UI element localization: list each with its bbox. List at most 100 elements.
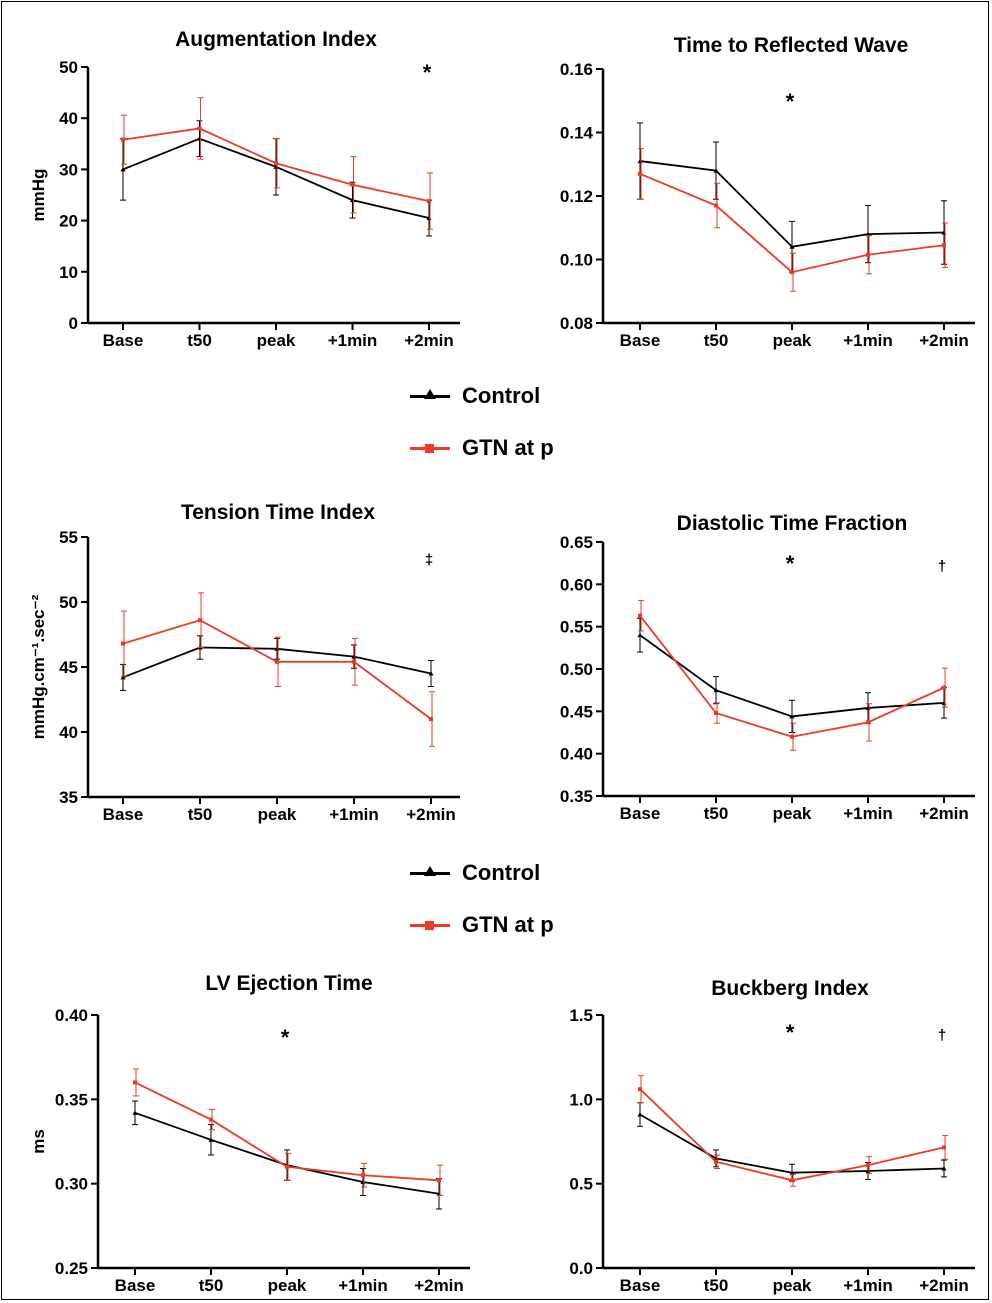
significance-marker: ‡ xyxy=(425,552,433,569)
significance-marker: † xyxy=(938,558,946,575)
y-tick-label: 0.0 xyxy=(569,1259,593,1278)
y-tick-label: 0.30 xyxy=(55,1175,88,1194)
x-tick-label: t50 xyxy=(188,805,213,824)
x-tick-label: peak xyxy=(257,331,296,350)
data-point xyxy=(714,203,718,208)
chart-panel-4: Diastolic Time Fraction 0.35 0.40 0.45 0.50 0… xyxy=(560,512,975,823)
data-point xyxy=(361,1173,365,1178)
data-point xyxy=(132,1110,138,1115)
y-tick-label: 1.5 xyxy=(569,1006,593,1025)
significance-marker: * xyxy=(786,1020,795,1045)
data-point xyxy=(714,711,718,716)
data-point xyxy=(133,1080,137,1085)
x-tick-label: +1min xyxy=(843,1276,893,1295)
y-tick-label: 20 xyxy=(59,212,78,231)
legend-gtn-line-icon xyxy=(410,920,450,930)
series-control xyxy=(637,1102,947,1182)
y-tick-label: 0.60 xyxy=(560,575,593,594)
data-point xyxy=(865,231,871,237)
data-point xyxy=(941,1165,947,1171)
series-gtn xyxy=(638,147,948,292)
x-tick-label: peak xyxy=(773,331,812,350)
x-tick-label: Base xyxy=(115,1276,156,1295)
data-point xyxy=(350,182,355,187)
square-marker-icon xyxy=(425,443,434,453)
data-point xyxy=(714,1159,718,1164)
data-point xyxy=(285,1164,289,1169)
x-tick-label: Base xyxy=(103,331,144,350)
chart-panel-3: Tension Time Index 35 40 45 50 55 Base t50 peak +… xyxy=(29,501,460,824)
y-tick-label: 30 xyxy=(59,160,78,179)
y-tick-label: 0.25 xyxy=(55,1259,88,1278)
x-tick-label: +2min xyxy=(406,805,456,824)
series-control xyxy=(637,617,947,733)
data-point xyxy=(121,641,125,646)
y-tick-label: 0.50 xyxy=(560,660,593,679)
x-tick-label: Base xyxy=(620,331,661,350)
chart-panel-2: Time to Reflected Wave 0.08 0.10 0.12 0.14 0.… xyxy=(0,34,975,350)
y-tick-label: 0.40 xyxy=(560,745,593,764)
data-point xyxy=(275,659,279,664)
y-axis-label: ms xyxy=(0,184,4,209)
x-tick-label: +1min xyxy=(328,331,378,350)
data-point xyxy=(789,713,795,719)
y-tick-label: 0.12 xyxy=(560,187,593,206)
x-tick-label: +2min xyxy=(919,804,969,823)
y-tick-label: 0.35 xyxy=(560,787,593,806)
significance-marker: † xyxy=(938,1027,946,1044)
data-point xyxy=(942,243,946,248)
data-point xyxy=(121,137,125,142)
data-point xyxy=(274,161,278,166)
x-tick-label: t50 xyxy=(704,1276,729,1295)
data-point xyxy=(790,734,794,739)
y-tick-label: 40 xyxy=(59,723,78,742)
data-point xyxy=(789,244,795,249)
data-point xyxy=(942,1145,946,1150)
y-tick-label: 0.5 xyxy=(569,1175,593,1194)
y-tick-label: 0.35 xyxy=(55,1090,88,1109)
x-tick-label: +1min xyxy=(843,331,893,350)
data-point xyxy=(866,720,870,725)
data-point xyxy=(120,674,126,680)
legend-gtn-line-icon xyxy=(410,443,450,453)
data-point xyxy=(208,1137,214,1142)
x-tick-label: t50 xyxy=(187,331,212,350)
chart-title: Tension Time Index xyxy=(181,501,375,524)
y-tick-label: 0.10 xyxy=(560,251,593,270)
y-tick-label: 55 xyxy=(59,528,78,547)
data-point xyxy=(638,1087,642,1092)
y-tick-label: 0.40 xyxy=(55,1006,88,1025)
significance-marker: * xyxy=(786,89,795,114)
y-tick-label: 0.14 xyxy=(560,124,594,143)
series-gtn xyxy=(133,1068,443,1196)
data-point xyxy=(427,199,431,204)
x-tick-label: peak xyxy=(258,805,297,824)
data-point xyxy=(429,717,433,721)
y-tick-label: 0.45 xyxy=(560,702,593,721)
x-tick-label: +1min xyxy=(843,804,893,823)
y-tick-label: 1.0 xyxy=(569,1090,593,1109)
x-tick-label: t50 xyxy=(199,1276,224,1295)
legend-gtn-label: GTN at p xyxy=(462,912,554,937)
data-point xyxy=(352,659,356,664)
y-tick-label: 0.55 xyxy=(560,618,593,637)
data-point xyxy=(866,252,870,257)
data-point xyxy=(437,1178,441,1183)
data-point xyxy=(637,1112,643,1117)
series-gtn xyxy=(121,97,433,230)
y-tick-label: 0.65 xyxy=(560,533,593,552)
x-tick-label: Base xyxy=(103,805,144,824)
legend-control: Control xyxy=(410,860,554,886)
x-tick-label: +2min xyxy=(919,1276,969,1295)
square-marker-icon xyxy=(425,920,434,930)
legend-control-label: Control xyxy=(462,860,541,885)
data-point xyxy=(790,1178,794,1183)
data-point xyxy=(198,618,202,623)
x-tick-label: peak xyxy=(773,804,812,823)
x-tick-label: Base xyxy=(620,804,661,823)
chart-title: Time to Reflected Wave xyxy=(674,34,909,57)
legend-gtn: GTN at p xyxy=(410,435,554,461)
data-point xyxy=(942,685,946,690)
